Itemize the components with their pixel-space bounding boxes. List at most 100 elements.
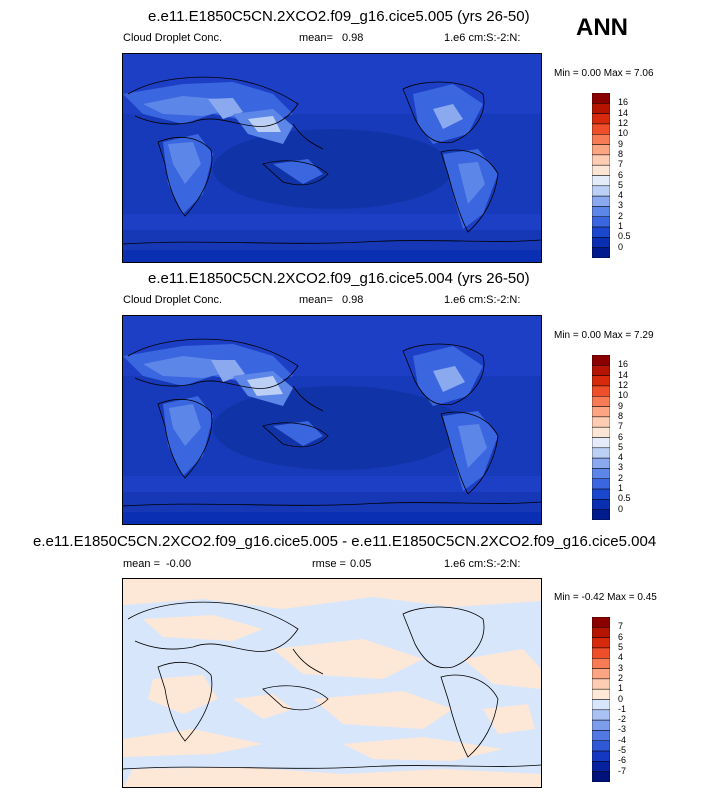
colorbar-tick: -7 [618, 765, 627, 776]
colorbar-tick: 6 [618, 631, 624, 642]
colorbar-tick: 0 [618, 241, 624, 252]
colorbar-tick: 10 [618, 390, 629, 401]
colorbar-swatch [592, 385, 610, 397]
colorbar-swatch [592, 237, 610, 248]
colorbar-swatch [592, 206, 610, 217]
colorbar-tick: 5 [618, 441, 624, 452]
colorbar-tick: 8 [618, 410, 624, 421]
colorbar-tick: 12 [618, 379, 629, 390]
colorbar-tick: 14 [618, 107, 629, 118]
colorbar-swatch [592, 226, 610, 238]
panel3-rmse-label: rmse = [312, 558, 346, 570]
panel1-min-max: Min = 0.00 Max = 7.06 [554, 68, 654, 79]
colorbar-swatch [592, 154, 610, 166]
colorbar-swatch [592, 175, 610, 187]
panel2-colorbar-ticks: 16 14 12 10 9 8 7 6 5 4 3 2 1 0.5 0 [618, 355, 658, 520]
colorbar-tick: 3 [618, 462, 624, 473]
colorbar-swatch [592, 468, 610, 479]
colorbar-swatch [592, 637, 610, 649]
colorbar-tick: 9 [618, 138, 624, 149]
colorbar-tick: 1 [618, 221, 624, 232]
colorbar-swatch [592, 447, 610, 459]
panel2-variable: Cloud Droplet Conc. [123, 294, 223, 306]
panel1-variable: Cloud Droplet Conc. [123, 32, 223, 44]
colorbar-tick: 0 [618, 693, 624, 704]
colorbar-swatch [592, 719, 610, 731]
colorbar-swatch [592, 750, 610, 762]
colorbar-swatch [592, 709, 610, 721]
colorbar-swatch [592, 93, 610, 104]
panel2-colorbar [592, 355, 610, 520]
panel1-mean-value: 0.98 [342, 32, 364, 44]
colorbar-tick: 0.5 [618, 493, 631, 504]
colorbar-tick: -1 [618, 703, 627, 714]
panel3-mean-value: -0.00 [166, 558, 192, 570]
colorbar-tick: 0 [618, 503, 624, 514]
panel1-units: 1.e6 cm:S:-2:N: [444, 32, 521, 44]
colorbar-swatch [592, 668, 610, 680]
colorbar-tick: -4 [618, 734, 627, 745]
panel1-title: e.e11.E1850C5CN.2XCO2.f09_g16.cice5.005 … [148, 8, 530, 25]
panel1-map [122, 53, 542, 263]
colorbar-swatch [592, 355, 610, 366]
colorbar-tick: 9 [618, 400, 624, 411]
colorbar-tick: 16 [618, 359, 629, 370]
colorbar-tick: 2 [618, 210, 624, 221]
colorbar-tick: 10 [618, 128, 629, 139]
colorbar-swatch [592, 688, 610, 700]
colorbar-swatch [592, 134, 610, 145]
colorbar-swatch [592, 365, 610, 376]
panel2-map [122, 315, 542, 525]
panel1-colorbar [592, 93, 610, 258]
colorbar-swatch [592, 761, 610, 772]
colorbar-tick: 5 [618, 179, 624, 190]
colorbar-swatch [592, 740, 610, 752]
colorbar-tick: 4 [618, 452, 624, 463]
colorbar-swatch [592, 730, 610, 741]
colorbar-tick: -3 [618, 724, 627, 735]
colorbar-swatch [592, 164, 610, 176]
colorbar-swatch [592, 627, 610, 638]
panel1-mean-label: mean= [299, 32, 333, 44]
colorbar-swatch [592, 478, 610, 490]
season-label: ANN [576, 14, 628, 41]
colorbar-swatch [592, 647, 610, 659]
panel3-min-max: Min = -0.42 Max = 0.45 [554, 592, 657, 603]
colorbar-tick: 0.5 [618, 231, 631, 242]
colorbar-swatch [592, 396, 610, 407]
colorbar-swatch [592, 406, 610, 418]
colorbar-tick: 7 [618, 159, 624, 170]
colorbar-tick: 7 [618, 421, 624, 432]
colorbar-swatch [592, 437, 610, 449]
colorbar-tick: 12 [618, 117, 629, 128]
colorbar-swatch [592, 416, 610, 428]
panel3-colorbar [592, 617, 610, 782]
panel3-mean-label: mean = [123, 558, 160, 570]
colorbar-tick: 1 [618, 483, 624, 494]
colorbar-swatch [592, 247, 610, 258]
colorbar-swatch [592, 216, 610, 228]
colorbar-swatch [592, 375, 610, 387]
colorbar-swatch [592, 426, 610, 438]
colorbar-tick: 1 [618, 683, 624, 694]
colorbar-swatch [592, 678, 610, 690]
colorbar-swatch [592, 617, 610, 628]
colorbar-tick: 3 [618, 662, 624, 673]
colorbar-tick: 14 [618, 369, 629, 380]
colorbar-tick: 2 [618, 472, 624, 483]
colorbar-tick: -6 [618, 755, 627, 766]
colorbar-swatch [592, 499, 610, 510]
colorbar-swatch [592, 185, 610, 197]
panel3-colorbar-ticks: 7 6 5 4 3 2 1 0 -1 -2 -3 -4 -5 -6 -7 [618, 617, 658, 782]
colorbar-swatch [592, 509, 610, 520]
colorbar-tick: 8 [618, 148, 624, 159]
colorbar-tick: 5 [618, 641, 624, 652]
panel2-min-max: Min = 0.00 Max = 7.29 [554, 330, 654, 341]
panel3-map [122, 578, 542, 788]
colorbar-swatch [592, 113, 610, 125]
colorbar-tick: 16 [618, 97, 629, 108]
colorbar-swatch [592, 123, 610, 135]
colorbar-tick: 4 [618, 652, 624, 663]
panel2-mean-value: 0.98 [342, 294, 364, 306]
panel2-title: e.e11.E1850C5CN.2XCO2.f09_g16.cice5.004 … [148, 270, 530, 287]
